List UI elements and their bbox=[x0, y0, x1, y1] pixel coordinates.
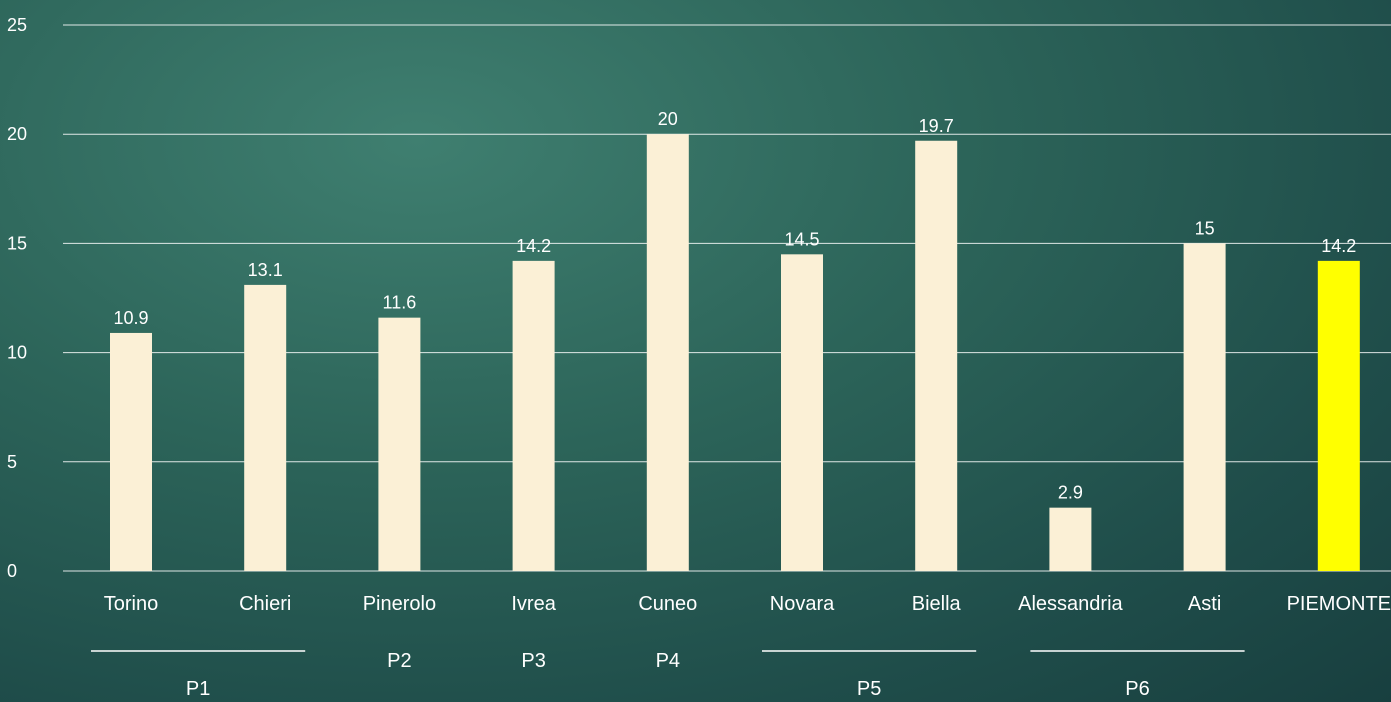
bar bbox=[646, 134, 689, 571]
category-label: PIEMONTE bbox=[1287, 593, 1391, 615]
category-label: Pinerolo bbox=[363, 593, 436, 615]
data-label: 19.7 bbox=[919, 116, 954, 136]
data-label: 10.9 bbox=[113, 308, 148, 328]
group-labels: P1 P2 P3 P4 P5 P6 bbox=[91, 650, 1245, 700]
group-label: P4 bbox=[656, 650, 680, 672]
y-tick-label: 25 bbox=[7, 15, 27, 35]
y-axis-ticks: 0 5 10 15 20 25 bbox=[7, 15, 27, 581]
bar bbox=[1183, 243, 1226, 571]
y-tick-label: 10 bbox=[7, 343, 27, 363]
bar bbox=[378, 317, 421, 571]
group-label: P6 bbox=[1125, 678, 1149, 700]
data-label: 15 bbox=[1195, 218, 1215, 238]
y-tick-label: 20 bbox=[7, 124, 27, 144]
data-label: 20 bbox=[658, 109, 678, 129]
bar bbox=[1049, 507, 1092, 571]
data-label: 13.1 bbox=[248, 260, 283, 280]
category-label: Torino bbox=[104, 593, 158, 615]
category-label: Novara bbox=[770, 593, 835, 615]
bar bbox=[1317, 260, 1360, 571]
data-label: 14.2 bbox=[1321, 236, 1356, 256]
y-tick-label: 5 bbox=[7, 452, 17, 472]
group-label: P1 bbox=[186, 678, 210, 700]
category-label: Ivrea bbox=[511, 593, 556, 615]
bar bbox=[915, 140, 958, 571]
category-label: Chieri bbox=[239, 593, 291, 615]
bar bbox=[110, 332, 152, 571]
y-tick-label: 0 bbox=[7, 561, 17, 581]
data-label: 14.5 bbox=[784, 229, 819, 249]
category-label: Cuneo bbox=[638, 593, 697, 615]
data-label: 14.2 bbox=[516, 236, 551, 256]
y-tick-label: 15 bbox=[7, 233, 27, 253]
bar bbox=[512, 260, 555, 571]
bars bbox=[110, 134, 1360, 571]
group-label: P5 bbox=[857, 678, 881, 700]
group-label: P2 bbox=[387, 650, 411, 672]
bar bbox=[781, 254, 823, 571]
bar bbox=[244, 284, 287, 571]
category-label: Alessandria bbox=[1018, 593, 1123, 615]
group-label: P3 bbox=[521, 650, 545, 672]
data-label: 2.9 bbox=[1058, 483, 1083, 503]
category-label: Biella bbox=[912, 593, 962, 615]
data-labels: 10.9 13.1 11.6 14.2 20 14.5 19.7 2.9 15 14.2 bbox=[113, 109, 1356, 502]
category-labels: Torino Chieri Pinerolo Ivrea Cuneo Novara Biel… bbox=[104, 593, 1391, 615]
category-label: Asti bbox=[1188, 593, 1221, 615]
data-label: 11.6 bbox=[383, 293, 417, 313]
